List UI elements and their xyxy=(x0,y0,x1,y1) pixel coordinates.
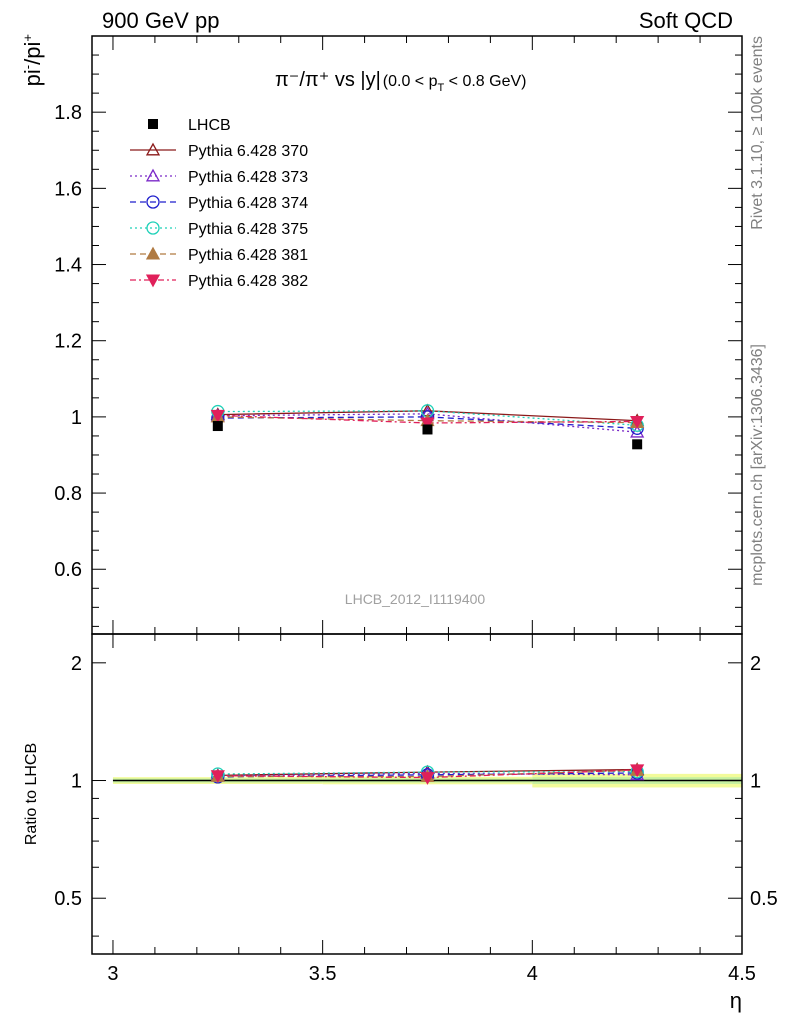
header-left-label: 900 GeV pp xyxy=(102,8,219,33)
y-tick-label: 1.4 xyxy=(54,255,82,277)
data-point xyxy=(212,421,223,432)
ratio-y-axis-label: Ratio to LHCB xyxy=(23,743,40,845)
series-point xyxy=(420,417,435,431)
rivet-version-label: Rivet 3.1.10, ≥ 100k events xyxy=(749,36,766,230)
x-axis-label: η xyxy=(730,988,742,1013)
main-series-layer xyxy=(210,403,645,450)
ratio-y-tick-label-right: 0.5 xyxy=(750,888,778,910)
ratio-y-tick-label-right: 1 xyxy=(750,771,761,793)
y-axis-label: pi-/pi+ xyxy=(20,34,45,86)
axis-ticks xyxy=(92,35,743,954)
legend-entry-label: Pythia 6.428 374 xyxy=(188,195,308,212)
legend-marker xyxy=(146,195,160,209)
ratio-y-tick-label-left: 2 xyxy=(71,653,82,675)
chart-title: π⁻/π⁺ vs |y| (0.0 < pT < 0.8 GeV) xyxy=(275,69,526,94)
ratio-panel-frame xyxy=(91,633,743,955)
legend-marker xyxy=(145,168,161,182)
y-tick-label: 1.6 xyxy=(54,178,82,200)
legend-marker xyxy=(145,142,161,156)
ratio-y-tick-label-left: 0.5 xyxy=(54,888,82,910)
ratio-y-tick-label-left: 1 xyxy=(71,771,82,793)
legend-entry-label: Pythia 6.428 375 xyxy=(188,221,308,238)
y-tick-label: 1.8 xyxy=(54,102,82,124)
x-tick-label: 4.5 xyxy=(728,963,756,985)
mcplots-reference-label: mcplots.cern.ch [arXiv:1306.3436] xyxy=(749,344,766,586)
legend-marker-data xyxy=(148,119,158,129)
series-point xyxy=(630,424,645,438)
legend-marker xyxy=(145,274,161,288)
y-tick-label: 1.2 xyxy=(54,331,82,353)
series-point xyxy=(210,409,225,423)
legend-entry-label: LHCB xyxy=(188,117,231,134)
data-point xyxy=(422,424,433,435)
legend-entry-label: Pythia 6.428 370 xyxy=(188,143,308,160)
data-point xyxy=(632,439,643,450)
ratio-series-point xyxy=(420,772,435,785)
legend-marker xyxy=(146,221,160,235)
legend-entry-label: Pythia 6.428 373 xyxy=(188,169,308,186)
y-tick-label: 0.6 xyxy=(54,559,82,581)
series-line xyxy=(217,413,638,433)
ratio-series-layer xyxy=(210,762,645,785)
x-tick-label: 4 xyxy=(527,963,538,985)
axis-tick-labels: 3 3.5 4 4.5 0.6 0.8 1 1.2 1.4 1.6 1.8 0.5 0.5 1 1 2 2 xyxy=(54,102,778,985)
x-tick-label: 3.5 xyxy=(309,963,337,985)
legend-entry-label: Pythia 6.428 382 xyxy=(188,273,308,290)
ratio-series-point xyxy=(630,764,645,778)
x-tick-label: 3 xyxy=(107,963,118,985)
header-right-label: Soft QCD xyxy=(639,8,733,33)
y-tick-label: 1 xyxy=(71,407,82,429)
y-tick-label: 0.8 xyxy=(54,483,82,505)
series-point xyxy=(630,416,645,429)
legend-marker xyxy=(145,246,161,260)
ratio-y-tick-label-right: 2 xyxy=(750,653,761,675)
legend-entry-label: Pythia 6.428 381 xyxy=(188,247,308,264)
legend: LHCB Pythia 6.428 370 Pythia 6.428 373 Pyth… xyxy=(130,117,308,290)
analysis-watermark: LHCB_2012_I1119400 xyxy=(345,591,486,607)
ratio-series-point xyxy=(210,770,225,784)
